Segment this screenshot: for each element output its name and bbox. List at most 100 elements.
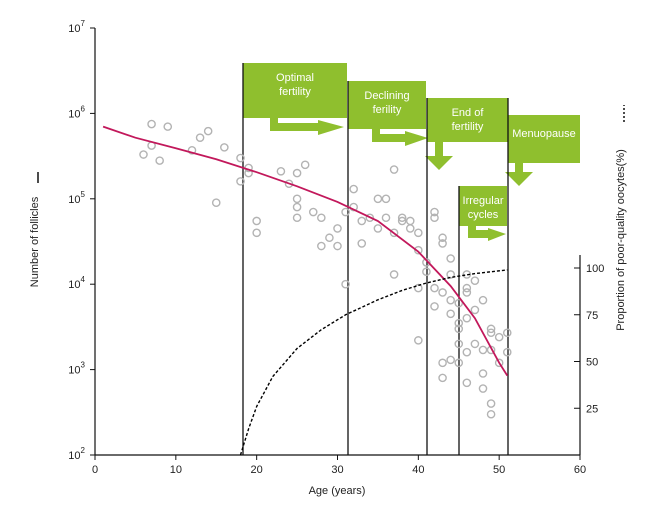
phase-5: Menuopause [505, 115, 580, 186]
follicle-data-point [292, 194, 302, 204]
follicle-data-point [462, 288, 472, 297]
phase-4: Irregular cycles [459, 186, 507, 241]
follicle-data-point [195, 133, 205, 142]
follicle-data-point [317, 213, 326, 223]
y-tick-label: 104 [68, 275, 85, 291]
follicle-data-point [438, 358, 447, 368]
follicle-data-point [502, 328, 512, 338]
ticks-layer: 0 10 20 30 40 50 60 102 103 104 105 106 107 25 50 75 100 [68, 19, 604, 476]
follicle-data-point [454, 339, 464, 349]
follicle-data-point [446, 254, 455, 263]
phase-label: ferility [373, 104, 402, 116]
follicle-data-point [462, 378, 472, 388]
right-tick-label: 50 [586, 357, 598, 369]
follicle-data-point [462, 347, 472, 357]
follicle-data-point [300, 160, 310, 170]
follicle-data-point [389, 228, 399, 238]
follicle-data-point [203, 126, 213, 136]
phase-label: Menuopause [512, 128, 576, 140]
follicle-data-point [365, 213, 375, 223]
follicle-data-point [252, 228, 261, 238]
follicle-data-point [397, 216, 407, 226]
x-axis-label: Age (years) [309, 485, 366, 497]
phase-label: End of [452, 107, 485, 119]
x-tick-label: 10 [170, 464, 182, 476]
x-tick-label: 40 [412, 464, 424, 476]
phase-box [243, 63, 347, 118]
x-tick-label: 60 [574, 464, 586, 476]
follicle-data-point [486, 409, 496, 419]
phase-box [427, 98, 508, 142]
follicle-data-point [333, 224, 342, 233]
follicle-data-point [397, 213, 407, 223]
phase-arrow-shaft [270, 118, 321, 131]
phase-box [348, 81, 426, 129]
follicle-data-point [486, 324, 496, 334]
follicle-data-point [381, 194, 391, 204]
points-layer [139, 119, 512, 419]
follicle-data-point [422, 258, 431, 267]
follicle-data-point [462, 313, 472, 323]
follicle-data-point [373, 194, 383, 204]
phase-box [459, 186, 507, 226]
follicle-data-point [333, 241, 342, 251]
y-tick-label: 105 [68, 190, 85, 206]
poor-oocyte-curve [239, 269, 508, 456]
phase-3: End of fertility [425, 98, 508, 170]
follicle-data-point [139, 150, 148, 159]
follicle-data-point [292, 213, 302, 223]
follicle-data-point [454, 298, 464, 308]
phase-arrow-head [318, 120, 344, 135]
follicle-data-point [470, 339, 480, 349]
follicle-data-point [373, 224, 383, 233]
follicle-data-point [430, 302, 439, 311]
right-tick-label: 25 [586, 403, 598, 415]
follicle-data-point [478, 345, 488, 355]
follicle-data-point [478, 384, 488, 393]
follicle-data-point [357, 216, 367, 226]
phase-label: cycles [468, 209, 499, 221]
follicle-data-point [462, 283, 472, 293]
follicle-data-point [446, 309, 455, 319]
follicle-data-point [454, 358, 464, 368]
follicle-data-point [446, 295, 455, 305]
follicle-data-point [470, 305, 480, 315]
follicle-data-point [236, 177, 245, 186]
phase-label: Declining [364, 90, 409, 102]
follicle-data-point [292, 202, 302, 212]
phase-arrow-head [425, 156, 453, 170]
follicle-data-point [308, 207, 318, 217]
phase-2: Declining ferility [348, 81, 428, 146]
y-axis-label-right: Proportion of poor-quality oocytes(%) [615, 149, 627, 331]
follicle-data-point [430, 283, 439, 293]
phase-box [508, 115, 580, 163]
phase-label: fertility [452, 121, 484, 133]
follicle-data-point [462, 270, 472, 279]
follicle-data-point [147, 119, 156, 129]
follicle-data-point [357, 239, 367, 248]
phase-arrow-head [405, 131, 428, 146]
phase-label: Irregular [463, 195, 504, 207]
follicle-data-point [349, 184, 358, 194]
follicle-data-point [163, 122, 173, 131]
follicle-data-point [446, 355, 455, 365]
follicle-data-point [430, 207, 439, 217]
follicle-data-point [187, 145, 197, 155]
follicle-data-point [284, 179, 294, 189]
follicle-data-point [486, 328, 496, 338]
follicle-data-point [325, 233, 334, 243]
follicle-data-point [438, 373, 447, 383]
follicle-data-point [317, 241, 326, 251]
y-tick-label: 107 [68, 19, 85, 35]
follicle-data-point [155, 156, 164, 165]
follicle-data-point [438, 233, 447, 243]
follicle-data-point [220, 143, 229, 152]
follicle-data-point [486, 399, 496, 408]
follicle-data-point [414, 228, 423, 238]
follicle-data-point [438, 288, 447, 297]
follicle-data-point [292, 168, 302, 178]
follicle-data-point [430, 213, 439, 223]
follicle-data-point [470, 276, 480, 285]
follicle-data-point [405, 216, 415, 226]
